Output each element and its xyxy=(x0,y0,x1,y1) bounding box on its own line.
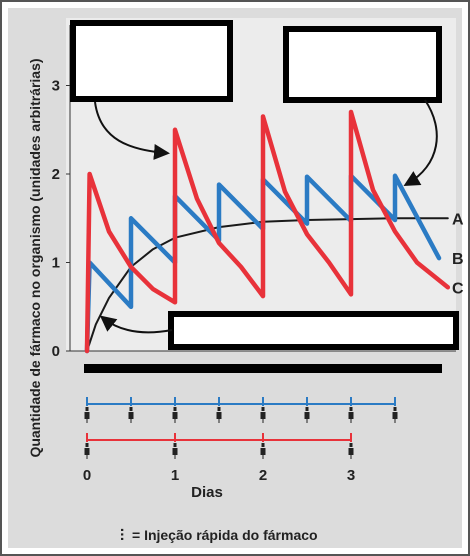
x-tick-label: 1 xyxy=(171,467,179,484)
injection-icon xyxy=(172,443,178,459)
injection-icon xyxy=(260,407,266,423)
x-tick-label: 0 xyxy=(83,467,91,484)
separator-bar xyxy=(84,364,442,373)
y-tick-label: 3 xyxy=(52,78,60,95)
injection-icon xyxy=(304,407,310,423)
injection-icon xyxy=(392,407,398,423)
y-axis-title: Quantidade de fármaco no organismo (unid… xyxy=(27,58,43,457)
legend-injection-symbol: ⫶ xyxy=(120,528,124,545)
annotation-box-3 xyxy=(168,311,459,350)
annotation-arrow-2 xyxy=(403,99,438,186)
annotation-box-1 xyxy=(70,20,233,102)
y-tick-label: 1 xyxy=(52,255,60,272)
injection-icon xyxy=(216,407,222,423)
x-axis-title: Dias xyxy=(191,484,223,501)
series-label-b: B xyxy=(452,251,464,268)
injection-icon xyxy=(348,407,354,423)
legend-injection-text: = Injeção rápida do fármaco xyxy=(132,527,318,543)
series-line-a xyxy=(86,217,449,352)
injection-icon xyxy=(84,443,90,459)
x-tick-label: 2 xyxy=(259,467,267,484)
y-tick-label: 2 xyxy=(52,166,60,183)
x-tick-label: 3 xyxy=(347,467,355,484)
series-line-c xyxy=(84,109,451,354)
injection-icon xyxy=(172,407,178,423)
injection-icon xyxy=(348,443,354,459)
series-label-a: A xyxy=(452,211,464,228)
series-label-c: C xyxy=(452,280,464,297)
injection-icon xyxy=(260,443,266,459)
injection-icon xyxy=(84,407,90,423)
annotation-arrow-3 xyxy=(99,315,173,334)
annotation-arrow-1 xyxy=(94,101,170,160)
y-tick-label: 0 xyxy=(52,343,60,360)
injection-icon xyxy=(128,407,134,423)
annotation-box-2 xyxy=(283,26,442,103)
